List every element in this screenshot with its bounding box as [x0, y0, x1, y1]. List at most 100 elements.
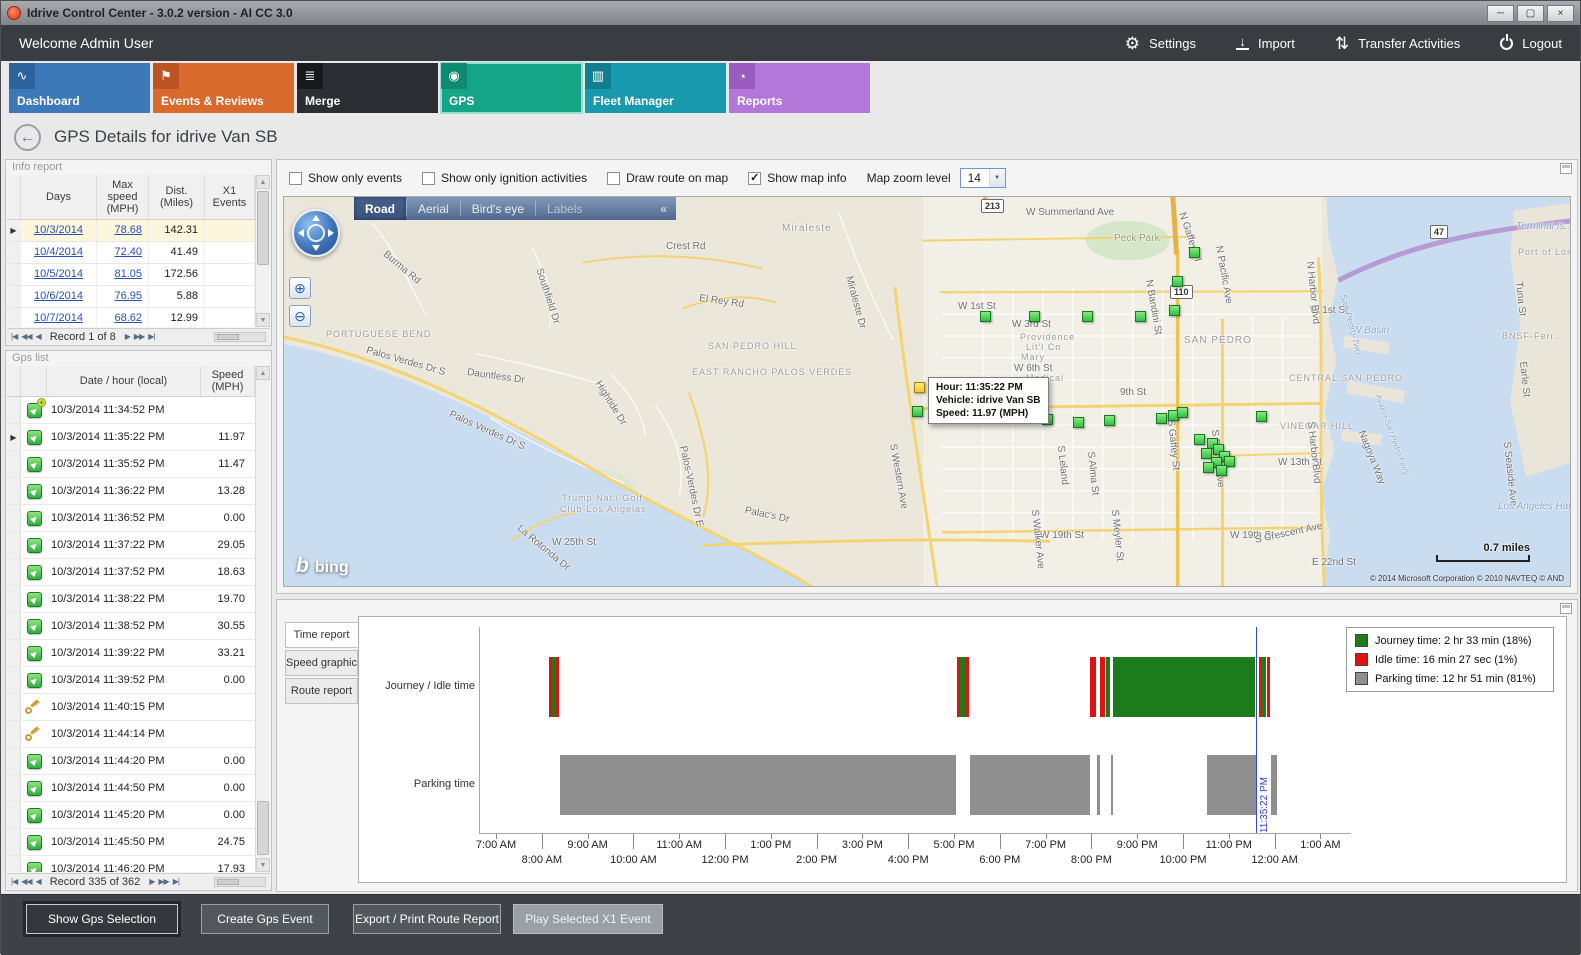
map-view-aerial[interactable]: Aerial: [407, 197, 460, 220]
tab-dashboard[interactable]: ∿ Dashboard: [9, 63, 150, 113]
column-header-x1-events[interactable]: X1 Events: [205, 175, 255, 219]
pager-prev-button[interactable]: ◀: [36, 877, 41, 886]
collapse-left-icon[interactable]: «: [651, 202, 676, 216]
collapse-panel-button[interactable]: [1560, 603, 1572, 614]
day-link[interactable]: 10/4/2014: [21, 242, 97, 263]
tab-gps-selected[interactable]: ◉ GPS: [441, 63, 582, 113]
table-row[interactable]: ▶10/3/2014 11:38:22 PM19.70: [7, 586, 255, 613]
table-row[interactable]: ▶10/3/2014 11:44:50 PM0.00: [7, 775, 255, 802]
scroll-down-icon[interactable]: ▼: [256, 858, 270, 872]
close-button[interactable]: ×: [1547, 5, 1574, 22]
minimize-button[interactable]: ─: [1487, 5, 1514, 22]
gps-point-marker[interactable]: [1256, 411, 1267, 422]
max-speed-link[interactable]: 76.95: [97, 286, 149, 307]
gps-start-point-marker[interactable]: [914, 382, 925, 393]
draw-route-checkbox[interactable]: Draw route on map: [607, 171, 728, 185]
gps-point-marker[interactable]: [1203, 462, 1214, 473]
scroll-down-icon[interactable]: ▼: [256, 313, 270, 327]
table-row[interactable]: 10/5/201481.05172.56: [7, 264, 255, 286]
pager-fastforward-button[interactable]: ▶▶: [134, 332, 144, 341]
show-gps-selection-button[interactable]: Show Gps Selection: [26, 904, 178, 934]
collapse-panel-button[interactable]: [1560, 163, 1572, 174]
table-row[interactable]: 10/6/201476.955.88: [7, 286, 255, 308]
tab-route-report[interactable]: Route report: [285, 678, 358, 704]
pager-next-button[interactable]: ▶: [149, 877, 154, 886]
play-selected-x1-event-button[interactable]: Play Selected X1 Event: [513, 904, 663, 934]
pan-right-icon[interactable]: [328, 229, 334, 237]
scrollbar-thumb[interactable]: [257, 191, 269, 265]
table-row[interactable]: 10/4/201472.4041.49: [7, 242, 255, 264]
pager-last-button[interactable]: ▶|: [148, 332, 154, 341]
tab-fleet-manager[interactable]: ▥ Fleet Manager: [585, 63, 726, 113]
gps-point-marker[interactable]: [1073, 417, 1084, 428]
table-row[interactable]: 10/3/2014 11:44:14 PM: [7, 721, 255, 748]
show-only-ignition-checkbox[interactable]: Show only ignition activities: [422, 171, 587, 185]
maximize-button[interactable]: ▢: [1517, 5, 1544, 22]
day-link[interactable]: 10/6/2014: [21, 286, 97, 307]
table-row[interactable]: 10/3/2014 11:40:15 PM: [7, 694, 255, 721]
column-header-speed[interactable]: Speed (MPH): [201, 366, 255, 396]
table-row[interactable]: ▶10/3/2014 11:36:52 PM0.00: [7, 505, 255, 532]
map-view-road[interactable]: Road: [354, 197, 406, 220]
max-speed-link[interactable]: 68.62: [97, 308, 149, 327]
table-row[interactable]: ▶▶10/3/2014 11:35:22 PM11.97: [7, 424, 255, 451]
table-row[interactable]: 10/7/201468.6212.99: [7, 308, 255, 327]
pan-up-icon[interactable]: [312, 215, 320, 221]
export-print-route-report-button[interactable]: Export / Print Route Report: [353, 904, 501, 934]
max-speed-link[interactable]: 72.40: [97, 242, 149, 263]
show-only-events-checkbox[interactable]: Show only events: [289, 171, 402, 185]
gps-point-marker[interactable]: [980, 311, 991, 322]
gps-point-marker[interactable]: [1135, 311, 1146, 322]
vertical-scrollbar[interactable]: ▲ ▼: [255, 175, 270, 327]
column-header-days[interactable]: Days: [21, 175, 97, 219]
bing-map[interactable]: MiralestePeck ParkW Summerland AveCrest …: [283, 196, 1571, 587]
table-row[interactable]: ▶10/3/2014 11:46:20 PM17.93: [7, 856, 255, 872]
day-link[interactable]: 10/3/2014: [21, 220, 97, 241]
horizontal-scrollbar[interactable]: [214, 877, 266, 887]
zoom-out-button[interactable]: ⊖: [289, 305, 311, 327]
scrollbar-thumb[interactable]: [217, 879, 239, 885]
create-gps-event-button[interactable]: Create Gps Event: [201, 904, 329, 934]
tab-events-reviews[interactable]: ⚑ Events & Reviews: [153, 63, 294, 113]
gps-point-marker[interactable]: [912, 406, 923, 417]
column-header-distance[interactable]: Dist. (Miles): [149, 175, 205, 219]
tab-reports[interactable]: ◔ Reports: [729, 63, 870, 113]
pager-fastforward-button[interactable]: ▶▶: [158, 877, 168, 886]
gps-point-marker[interactable]: [1216, 465, 1227, 476]
gps-point-marker[interactable]: [1172, 276, 1183, 287]
table-row[interactable]: ▶10/3/2014 11:45:20 PM0.00: [7, 802, 255, 829]
map-view-birdseye[interactable]: Bird's eye: [461, 197, 535, 220]
gps-point-marker[interactable]: [1177, 407, 1188, 418]
pager-first-button[interactable]: |◀: [11, 877, 17, 886]
max-speed-link[interactable]: 78.68: [97, 220, 149, 241]
tab-speed-graphic[interactable]: Speed graphic: [285, 650, 358, 676]
pager-first-button[interactable]: |◀: [11, 332, 17, 341]
max-speed-link[interactable]: 81.05: [97, 264, 149, 285]
scrollbar-thumb[interactable]: [257, 801, 269, 855]
table-row[interactable]: ▶10/3/2014 11:39:22 PM33.21: [7, 640, 255, 667]
table-row[interactable]: ▶10/3/2014 11:38:52 PM30.55: [7, 613, 255, 640]
pager-next-button[interactable]: ▶: [125, 332, 130, 341]
table-row[interactable]: ▶10/3/2014 11:34:52 PM: [7, 397, 255, 424]
gps-point-marker[interactable]: [1156, 413, 1167, 424]
gps-point-marker[interactable]: [1104, 415, 1115, 426]
map-zoom-select[interactable]: 14 ▼: [960, 168, 1006, 188]
day-link[interactable]: 10/7/2014: [21, 308, 97, 327]
chart-cursor-line[interactable]: [1256, 627, 1257, 833]
table-row[interactable]: ▶10/3/2014 11:44:20 PM0.00: [7, 748, 255, 775]
map-view-labels[interactable]: Labels: [536, 197, 593, 220]
transfer-activities-menu-item[interactable]: ⇅ Transfer Activities: [1335, 35, 1460, 52]
table-row[interactable]: ▶10/3/2014 11:37:22 PM29.05: [7, 532, 255, 559]
gps-point-marker[interactable]: [1169, 305, 1180, 316]
column-header-max-speed[interactable]: Max speed (MPH): [97, 175, 149, 219]
chevron-down-icon[interactable]: ▼: [989, 169, 1005, 187]
show-map-info-checkbox[interactable]: ✓ Show map info: [748, 171, 846, 185]
scroll-up-icon[interactable]: ▲: [256, 175, 270, 189]
gps-point-marker[interactable]: [1189, 247, 1200, 258]
table-row[interactable]: ▶10/3/2014 11:39:52 PM0.00: [7, 667, 255, 694]
scrollbar-thumb[interactable]: [217, 334, 239, 340]
map-pan-compass[interactable]: [292, 209, 340, 257]
gps-point-marker[interactable]: [1082, 311, 1093, 322]
logout-menu-item[interactable]: Logout: [1500, 36, 1562, 51]
pager-last-button[interactable]: ▶|: [173, 877, 179, 886]
